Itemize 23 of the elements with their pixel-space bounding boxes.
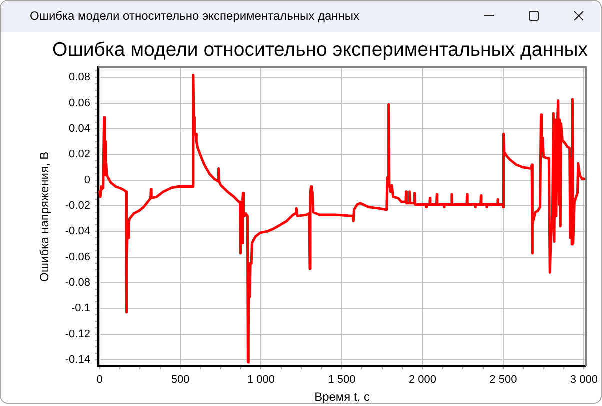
x-tick-label: 1 000 bbox=[247, 374, 275, 386]
y-axis-title: Ошибка напряжения, В bbox=[38, 152, 52, 282]
y-tick-label: 0.02 bbox=[69, 148, 90, 161]
x-tick-label: 0 bbox=[96, 374, 103, 386]
y-tick-label: -0.06 bbox=[65, 251, 90, 264]
y-tick-label: -0.04 bbox=[65, 226, 90, 238]
text: Ошибка модели относительно экспериментальных данных bbox=[30, 9, 360, 23]
chart-title: Ошибка модели относительно экспериментальных данных bbox=[52, 39, 588, 62]
y-tick-label: 0.06 bbox=[69, 97, 90, 110]
x-tick-label: 3 000 bbox=[570, 374, 598, 386]
y-tick-label: 0.08 bbox=[69, 72, 90, 84]
y-tick-label: -0.1 bbox=[72, 302, 90, 315]
x-tick-label: 500 bbox=[171, 374, 190, 386]
y-tick-label: 0.04 bbox=[69, 123, 90, 136]
y-tick-label: 0 bbox=[84, 174, 90, 186]
x-tick-label: 1 500 bbox=[328, 374, 356, 386]
y-tick-label: -0.08 bbox=[65, 277, 90, 290]
x-axis-title: Время t, с bbox=[314, 390, 370, 404]
y-tick-label: -0.12 bbox=[65, 328, 90, 340]
y-tick-label: -0.14 bbox=[65, 354, 90, 366]
x-tick-label: 2 500 bbox=[490, 374, 518, 386]
x-tick-label: 2 000 bbox=[408, 374, 436, 386]
y-tick-label: -0.02 bbox=[65, 200, 90, 212]
